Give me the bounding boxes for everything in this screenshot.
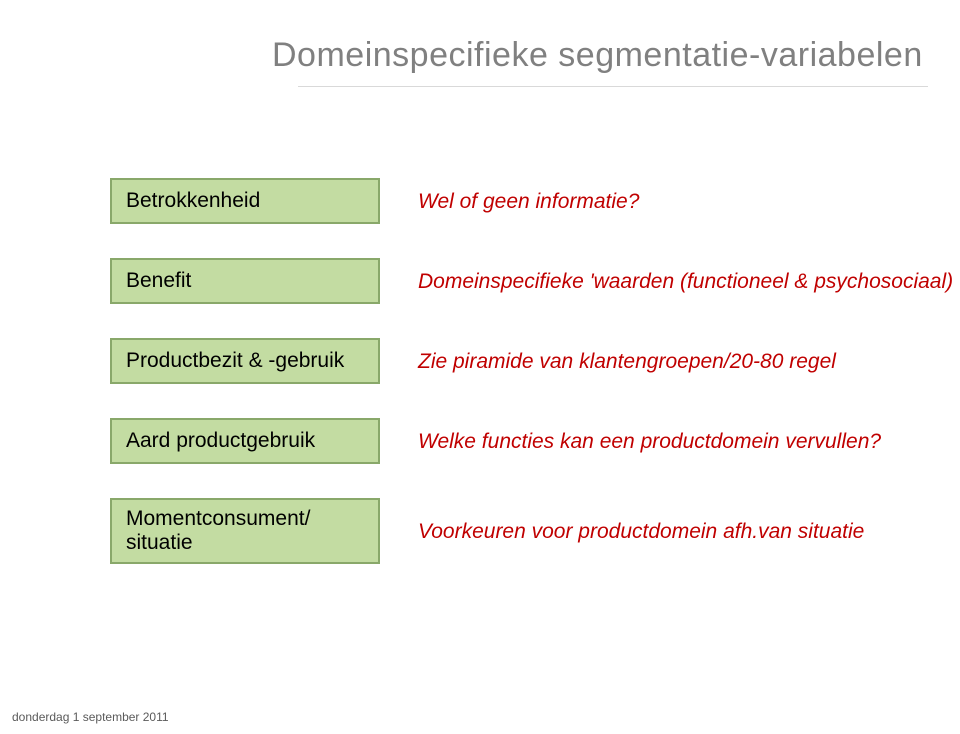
box-label: Aard productgebruik <box>126 429 315 453</box>
box-label: Betrokkenheid <box>126 189 260 213</box>
box-label: Momentconsument/ situatie <box>126 507 310 555</box>
box-benefit: Benefit <box>110 258 380 304</box>
desc-productbezit: Zie piramide van klantengroepen/20-80 re… <box>418 350 836 374</box>
slide-title: Domeinspecifieke segmentatie-variabelen <box>272 36 923 75</box>
box-label: Benefit <box>126 269 191 293</box>
desc-aard-productgebruik: Welke functies kan een productdomein ver… <box>418 430 881 454</box>
box-momentconsument: Momentconsument/ situatie <box>110 498 380 564</box>
box-betrokkenheid: Betrokkenheid <box>110 178 380 224</box>
desc-momentconsument: Voorkeuren voor productdomein afh.van si… <box>418 520 864 544</box>
box-label: Productbezit & -gebruik <box>126 349 344 373</box>
title-underline <box>298 86 928 87</box>
box-aard-productgebruik: Aard productgebruik <box>110 418 380 464</box>
desc-benefit: Domeinspecifieke 'waarden (functioneel &… <box>418 270 953 294</box>
slide: Domeinspecifieke segmentatie-variabelen … <box>0 0 960 734</box>
box-productbezit: Productbezit & -gebruik <box>110 338 380 384</box>
desc-betrokkenheid: Wel of geen informatie? <box>418 190 639 214</box>
footer-date: donderdag 1 september 2011 <box>12 710 169 724</box>
